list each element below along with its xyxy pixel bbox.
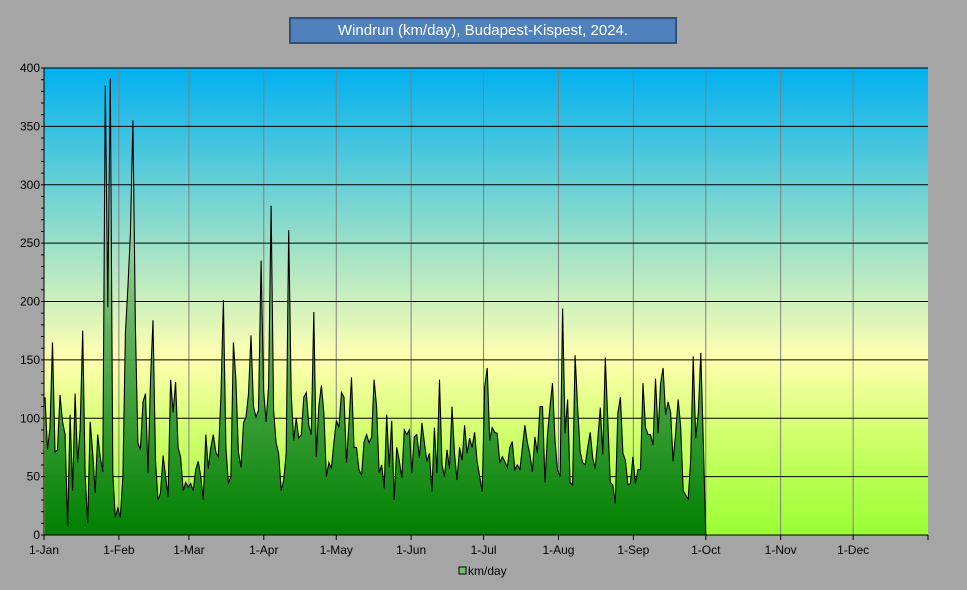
y-tick-label: 200 <box>20 295 40 309</box>
x-tick-label: 1-Feb <box>103 543 135 557</box>
series-area-km-day <box>45 78 706 535</box>
y-tick-label: 50 <box>27 470 41 484</box>
x-tick-label: 1-Apr <box>249 543 278 557</box>
y-tick-label: 300 <box>20 178 40 192</box>
y-tick-label: 0 <box>33 528 40 542</box>
legend-label: km/day <box>468 564 507 578</box>
legend-swatch <box>458 566 467 575</box>
x-tick-label: 1-Jan <box>29 543 59 557</box>
y-tick-label: 400 <box>20 61 40 75</box>
x-tick-label: 1-Sep <box>617 543 649 557</box>
series-line-km-day <box>44 78 707 536</box>
x-tick-label: 1-Jun <box>396 543 426 557</box>
y-tick-label: 250 <box>20 236 40 250</box>
chart-title: Windrun (km/day), Budapest-Kispest, 2024… <box>289 17 677 44</box>
x-tick-label: 1-Jul <box>471 543 497 557</box>
y-tick-label: 100 <box>20 411 40 425</box>
x-tick-label: 1-May <box>320 543 353 557</box>
x-tick-label: 1-Nov <box>765 543 797 557</box>
x-tick-label: 1-Aug <box>542 543 574 557</box>
y-tick-label: 150 <box>20 353 40 367</box>
legend: km/day <box>458 564 507 578</box>
y-tick-label: 350 <box>20 119 40 133</box>
x-tick-label: 1-Mar <box>173 543 204 557</box>
x-tick-label: 1-Oct <box>691 543 721 557</box>
x-tick-label: 1-Dec <box>837 543 869 557</box>
